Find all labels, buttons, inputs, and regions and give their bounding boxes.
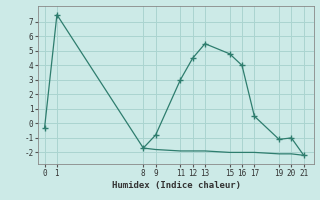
X-axis label: Humidex (Indice chaleur): Humidex (Indice chaleur) bbox=[111, 181, 241, 190]
